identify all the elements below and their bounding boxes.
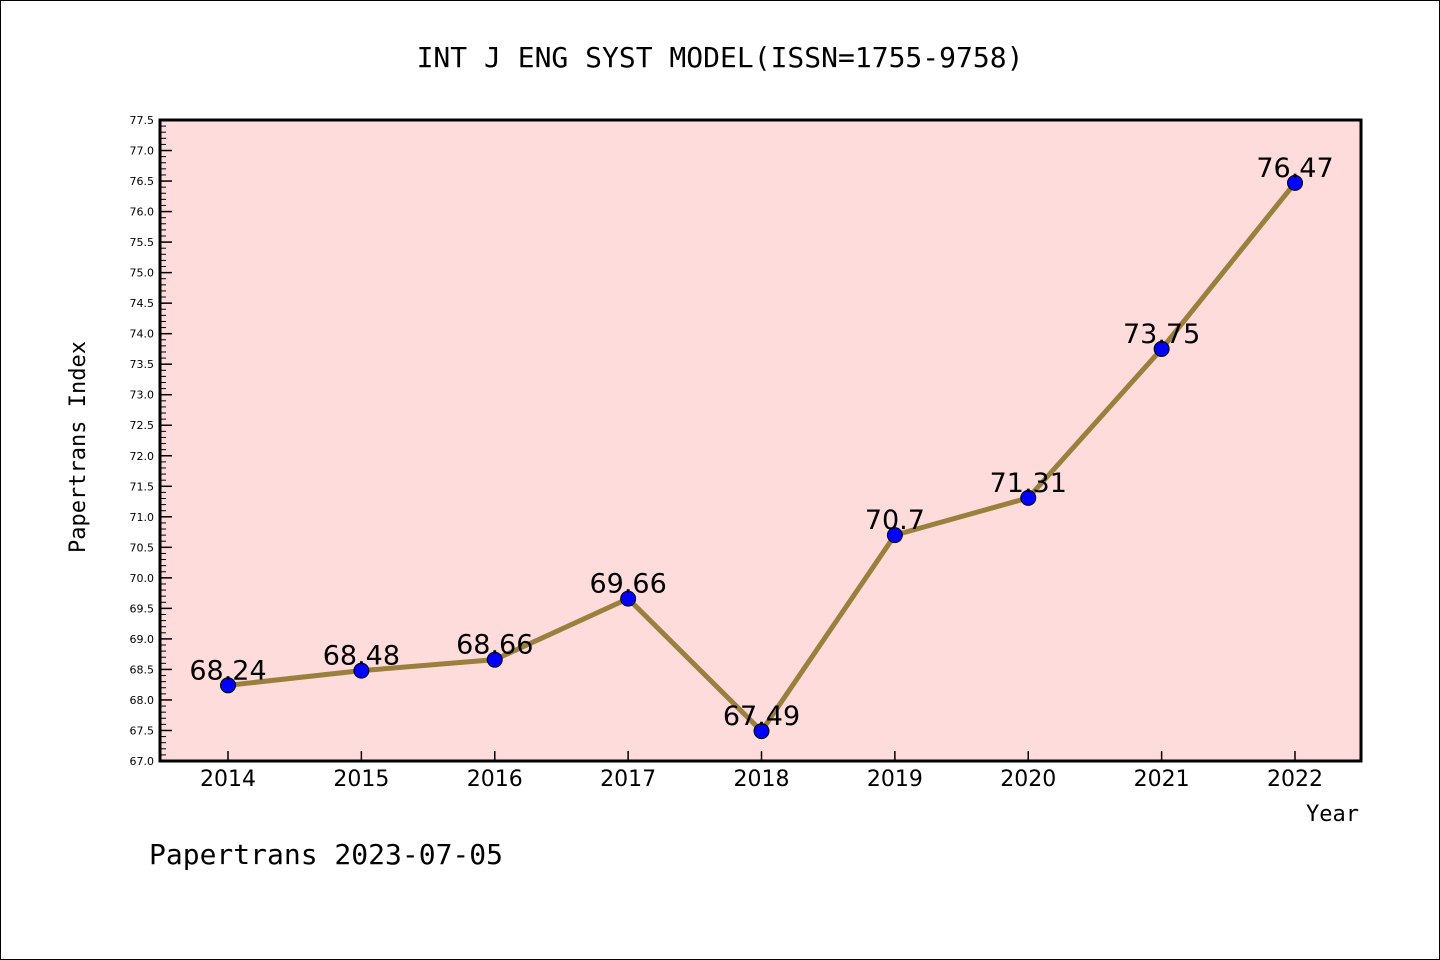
x-tick-label: 2022 [1267, 767, 1323, 792]
y-tick-label: 71.0 [130, 511, 155, 524]
y-tick-label: 73.5 [130, 358, 155, 371]
y-tick-label: 71.5 [130, 480, 155, 493]
x-tick-label: 2017 [600, 767, 656, 792]
x-tick-label: 2021 [1134, 767, 1190, 792]
y-tick-label: 75.5 [130, 236, 155, 249]
y-tick-label: 68.0 [130, 694, 155, 707]
y-tick-label: 72.0 [130, 450, 155, 463]
y-tick-label: 76.0 [130, 206, 155, 219]
data-label: 70.7 [865, 505, 925, 536]
y-tick-label: 69.0 [130, 633, 155, 646]
point-labels: 68.24 68.48 68.66 69.66 67.49 70.7 71.31 73.75 7… [189, 153, 1333, 732]
data-point [1287, 174, 1303, 191]
y-axis-label: Papertrans Index [66, 341, 91, 553]
x-tick-label: 2018 [734, 767, 790, 792]
y-tick-label: 77.5 [130, 114, 155, 127]
data-point [220, 677, 236, 694]
data-label: 76.47 [1256, 153, 1333, 184]
x-tick-label: 2015 [333, 767, 389, 792]
data-point [753, 723, 770, 740]
y-axis-ticks: 67.0 67.5 68.0 68.5 69.0 69.5 70.0 70.5 71.0 71.5… [130, 114, 172, 768]
source-footer: Papertrans 2023-07-05 [149, 838, 503, 871]
x-tick-label: 2020 [1000, 767, 1056, 792]
plot-area [160, 120, 1361, 761]
x-axis-label: Year [1306, 802, 1359, 827]
data-label: 73.75 [1123, 319, 1200, 350]
y-tick-label: 77.0 [130, 145, 155, 158]
chart-title: INT J ENG SYST MODEL(ISSN=1755-9758) [417, 41, 1024, 74]
y-tick-label: 67.0 [130, 755, 155, 768]
data-point [886, 527, 903, 544]
data-label: 71.31 [990, 468, 1067, 499]
y-tick-label: 75.0 [130, 267, 155, 280]
x-tick-label: 2019 [867, 767, 923, 792]
y-tick-label: 72.5 [130, 419, 155, 432]
y-tick-label: 74.0 [130, 328, 155, 341]
data-label: 68.66 [456, 630, 533, 661]
data-point [1153, 340, 1170, 357]
y-tick-label: 68.5 [130, 663, 155, 676]
data-label: 68.48 [323, 641, 400, 672]
x-tick-label: 2014 [200, 767, 256, 792]
data-label: 69.66 [589, 569, 666, 600]
y-tick-label: 74.5 [130, 297, 155, 310]
x-axis-ticks: 2014 2015 2016 2017 2018 2019 2020 2021 2022 [200, 751, 1323, 792]
y-tick-label: 70.5 [130, 541, 155, 554]
y-tick-label: 76.5 [130, 175, 155, 188]
x-tick-label: 2016 [467, 767, 523, 792]
data-point [353, 662, 370, 679]
data-label: 68.24 [189, 655, 266, 686]
y-tick-label: 67.5 [130, 724, 155, 737]
series-markers [220, 174, 1303, 740]
data-point [486, 651, 503, 668]
data-label: 67.49 [723, 701, 800, 732]
y-tick-label: 73.0 [130, 389, 155, 402]
y-tick-label: 69.5 [130, 602, 155, 615]
data-point [620, 590, 637, 607]
plot-border [158, 118, 1363, 763]
data-point [1020, 489, 1037, 506]
y-tick-label: 70.0 [130, 572, 155, 585]
